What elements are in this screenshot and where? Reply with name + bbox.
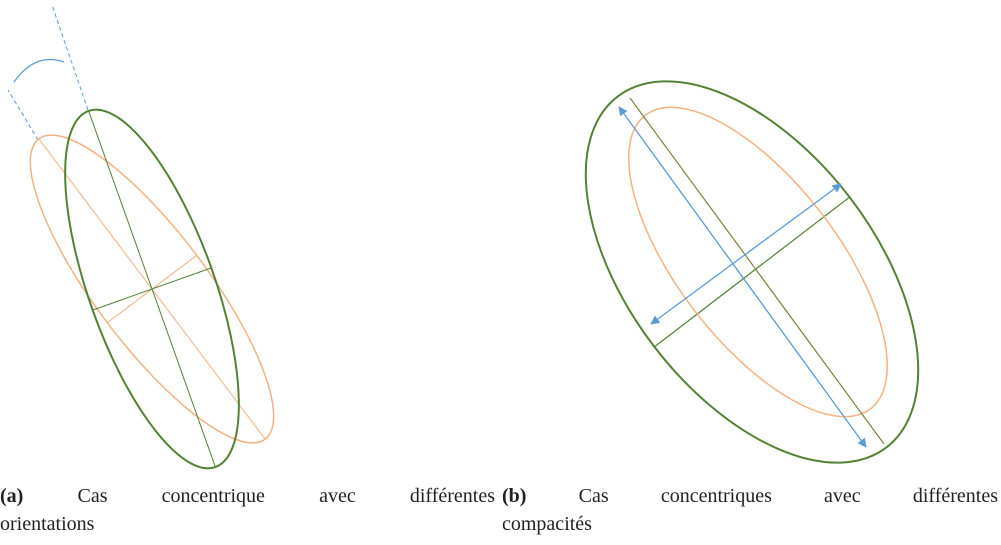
orange-ellipse [627, 106, 889, 418]
subfigure-a [7, 4, 275, 470]
orange-ellipse [29, 134, 275, 444]
caption-label: (a) [0, 485, 24, 507]
dashed-axis [7, 89, 39, 141]
subfigure-b [584, 80, 920, 464]
caption-text: Cas concentrique avec différentes [77, 485, 495, 507]
minor-arrow [650, 183, 842, 325]
caption-line: orientations [0, 513, 95, 535]
caption-line: (a) Cas concentrique avec différentes [0, 482, 495, 510]
angle-arc [13, 58, 65, 83]
green-ellipse [584, 80, 920, 464]
dashed-axis [51, 4, 89, 111]
caption-a: (a) Cas concentrique avec différentes or… [0, 482, 495, 538]
caption-b: (b) Cas concentriques avec différentes c… [502, 482, 998, 538]
green-ellipse [64, 108, 240, 470]
caption-text: Cas concentriques avec différentes [578, 485, 999, 507]
caption-line: compacités [502, 513, 592, 535]
caption-label: (b) [502, 485, 527, 507]
caption-line: (b) Cas concentriques avec différentes [502, 482, 998, 510]
major-arrow [618, 106, 867, 448]
